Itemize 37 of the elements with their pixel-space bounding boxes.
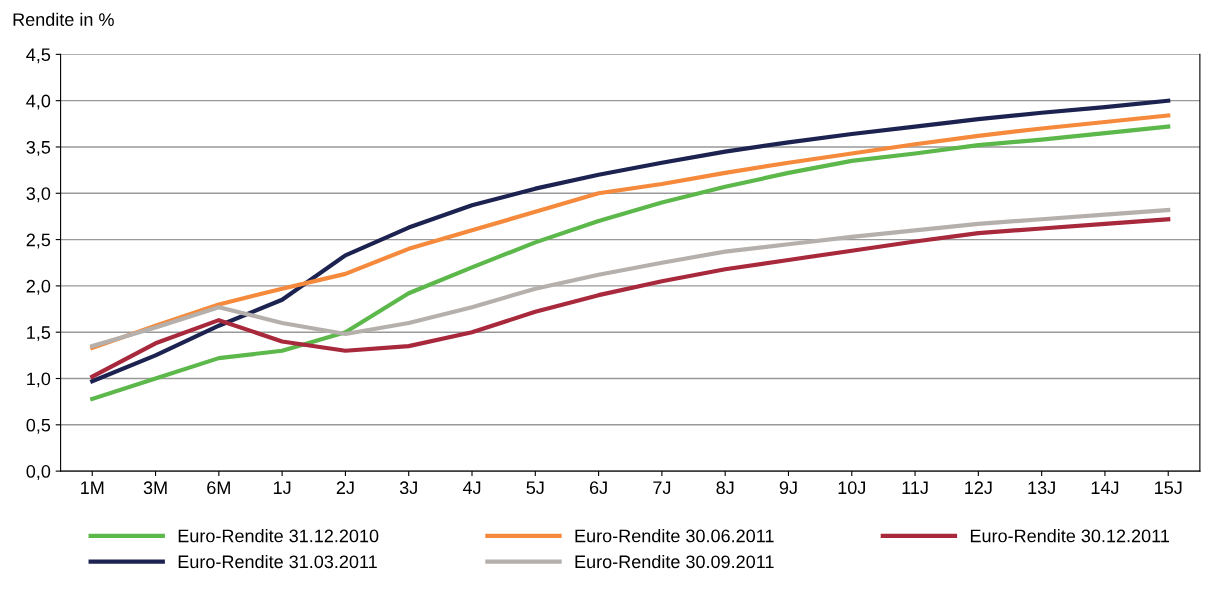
line-series	[90, 113, 1171, 351]
legend-label: Euro-Rendite 30.09.2011	[575, 554, 774, 569]
y-tick-label: 1,5	[27, 326, 51, 342]
x-tick-label: 3J	[399, 481, 417, 495]
x-tick-label: 9J	[779, 481, 797, 495]
x-tick-label: 5J	[526, 481, 544, 495]
line-series	[90, 217, 1171, 379]
x-tick-label: 10J	[838, 481, 865, 495]
y-tick-label: 2,5	[26, 233, 51, 249]
x-tick-label: 2J	[336, 481, 354, 495]
legend-label: Euro-Rendite 31.03.2011	[178, 554, 377, 569]
x-tick-label: 12J	[965, 481, 992, 495]
y-tick-label: 0,0	[26, 465, 51, 480]
x-tick-label: 1J	[273, 481, 291, 495]
y-tick-label: 4,0	[26, 94, 51, 110]
y-tick-label: 0,5	[26, 418, 51, 434]
y-tick-label: 4,5	[26, 48, 51, 64]
x-tick-label: 11J	[902, 481, 928, 495]
x-tick-label: 15J	[1155, 481, 1182, 495]
x-tick-label: 6J	[589, 481, 607, 495]
x-tick-label: 7J	[653, 481, 671, 495]
x-tick-label: 3M	[143, 481, 167, 495]
line-series	[90, 207, 1171, 349]
y-tick-label: 3,0	[26, 187, 51, 203]
x-tick-label: 13J	[1028, 481, 1055, 495]
x-tick-label: 4J	[462, 481, 481, 495]
y-axis-title: Rendite in %	[13, 12, 114, 26]
legend-label: Euro-Rendite 31.12.2010	[178, 529, 379, 543]
x-tick-label: 1M	[81, 481, 104, 494]
x-tick-label: 14J	[1091, 481, 1119, 495]
x-tick-label: 6M	[207, 481, 230, 495]
y-tick-label: 3,5	[26, 140, 51, 156]
y-tick-label: 2,0	[26, 279, 51, 295]
legend-label: Euro-Rendite 30.12.2011	[970, 529, 1169, 543]
y-tick-label: 1,0	[27, 372, 51, 388]
legend-label: Euro-Rendite 30.06.2011	[575, 529, 774, 543]
x-tick-label: 8J	[716, 481, 734, 495]
